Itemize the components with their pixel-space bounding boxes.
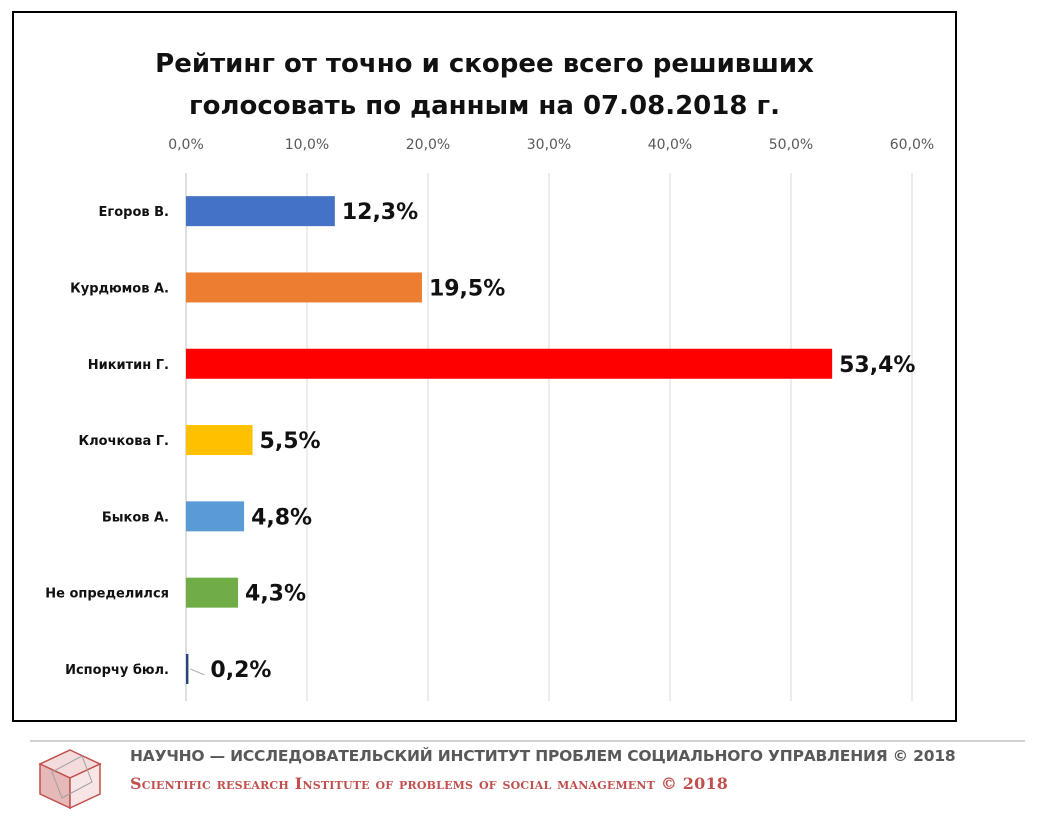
bar [186,196,335,227]
bar [186,272,422,303]
x-tick-label: 30,0% [527,137,571,153]
x-tick-label: 20,0% [406,137,450,153]
footer: НАУЧНО — ИССЛЕДОВАТЕЛЬСКИЙ ИНСТИТУТ ПРОБ… [0,730,1040,820]
x-tick-label: 50,0% [769,137,813,153]
category-label: Клочкова Г. [78,434,169,449]
category-label: Курдюмов А. [70,281,169,296]
bar [186,501,245,532]
category-label: Быков А. [102,510,169,525]
bar [186,348,833,379]
x-tick-label: 60,0% [890,137,934,153]
chart-frame: Рейтинг от точно и скорее всего решивших… [12,11,957,722]
bar [186,425,253,456]
chart-title: Рейтинг от точно и скорее всего решивших… [14,43,955,127]
chart-title-line-2: голосовать по данным на 07.08.2018 г. [189,91,780,121]
x-tick-label: 10,0% [285,137,329,153]
data-label: 0,2% [210,658,271,683]
data-label: 4,8% [251,505,312,530]
footer-russian-text: НАУЧНО — ИССЛЕДОВАТЕЛЬСКИЙ ИНСТИТУТ ПРОБ… [130,747,956,765]
data-label: 5,5% [260,429,321,454]
cube-logo-icon [38,749,102,810]
x-tick-label: 40,0% [648,137,692,153]
data-label: 4,3% [245,582,306,607]
footer-english-text: Scientific research Institute of problem… [130,774,729,793]
bar [186,577,239,608]
leader-line [190,668,205,676]
x-tick-label: 0,0% [168,137,204,153]
bar [186,653,189,684]
data-label: 19,5% [429,276,505,301]
footer-divider [30,740,1025,742]
chart-title-line-1: Рейтинг от точно и скорее всего решивших [155,49,814,79]
category-label: Никитин Г. [88,358,169,373]
data-label: 53,4% [839,353,915,378]
category-label: Егоров В. [99,205,169,220]
category-label: Не определился [45,587,169,602]
bar-chart: 0,0% 10,0% 20,0% 30,0% 40,0% 50,0% 60,0% Егоров… [45,137,934,701]
category-label: Испорчу бюл. [65,663,169,678]
data-label: 12,3% [342,200,418,225]
